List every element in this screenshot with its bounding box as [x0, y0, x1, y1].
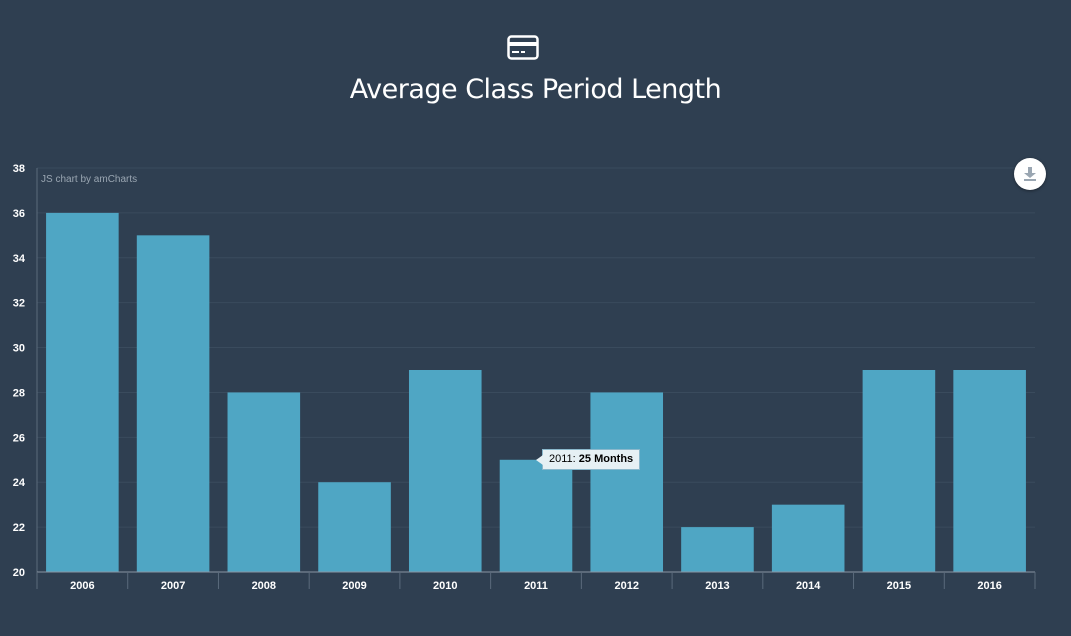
- x-tick-label: 2010: [433, 580, 457, 592]
- bar-chart: 20 22 24 26 28 30 32 34 36 38 2006 2007 2008 2009 2010…: [13, 163, 1036, 592]
- x-tick-label: 2006: [70, 580, 94, 592]
- chart-credit-link[interactable]: JS chart by amCharts: [41, 174, 138, 185]
- y-tick-label: 24: [13, 477, 26, 489]
- x-tick-label: 2011: [524, 580, 548, 592]
- x-tick-label: 2008: [252, 580, 276, 592]
- bar[interactable]: [227, 392, 301, 572]
- x-tick-label: 2009: [342, 580, 366, 592]
- tooltip-separator: :: [572, 453, 576, 465]
- y-tick-label: 36: [13, 208, 25, 220]
- y-tick-label: 20: [13, 567, 25, 579]
- y-tick-label: 22: [13, 522, 25, 534]
- y-tick-label: 26: [13, 432, 25, 444]
- bar[interactable]: [318, 482, 391, 572]
- download-button[interactable]: [1014, 158, 1046, 190]
- bar[interactable]: [136, 235, 210, 573]
- x-tick-label: 2016: [977, 580, 1001, 592]
- credit-card-icon: [507, 35, 539, 60]
- bar[interactable]: [499, 459, 573, 572]
- y-tick-label: 38: [13, 163, 25, 175]
- bar[interactable]: [408, 370, 482, 572]
- bar-tooltip: 2011: 25 Months: [535, 449, 641, 470]
- x-tick-label: 2007: [161, 580, 185, 592]
- y-tick-label: 30: [13, 343, 25, 355]
- y-tick-label: 28: [13, 387, 25, 399]
- download-icon: [1024, 167, 1036, 181]
- tooltip-category: 2011: [549, 453, 573, 465]
- bar[interactable]: [681, 527, 754, 572]
- chart-title: Average Class Period Length: [349, 74, 722, 105]
- x-tick-label: 2013: [705, 580, 729, 592]
- x-tick-label: 2014: [796, 580, 821, 592]
- bar[interactable]: [771, 504, 845, 572]
- bar[interactable]: [862, 370, 936, 572]
- x-tick-label: 2015: [887, 580, 911, 592]
- x-tick-label: 2012: [614, 580, 638, 592]
- bar[interactable]: [46, 212, 119, 572]
- bar[interactable]: [590, 392, 664, 572]
- y-tick-label: 34: [13, 253, 26, 265]
- y-tick-label: 32: [13, 298, 25, 310]
- tooltip-value: 25 Months: [578, 453, 634, 465]
- bar[interactable]: [953, 370, 1026, 572]
